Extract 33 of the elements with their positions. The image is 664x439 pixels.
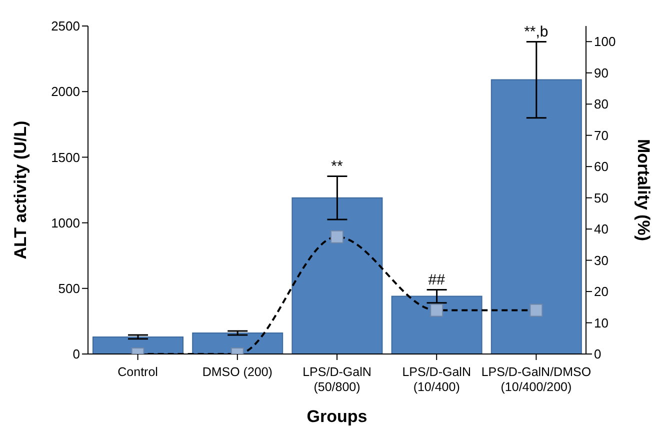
annotation: **,b [524, 24, 548, 41]
y-tick-label: 1000 [51, 215, 80, 230]
x-tick-label: Control [118, 365, 158, 379]
y2-axis-title: Mortality (%) [634, 139, 653, 241]
y2-tick-label: 20 [594, 284, 608, 300]
bar [490, 79, 582, 354]
y-tick-label: 500 [58, 281, 80, 296]
annotation: ** [331, 158, 343, 176]
y2-tick-label: 30 [594, 252, 608, 268]
y2-tick-label: 70 [594, 128, 608, 143]
bar [391, 296, 482, 354]
y2-tick-label: 60 [594, 159, 608, 174]
x-axis-title: Groups [306, 407, 368, 426]
y-tick-label: 2500 [51, 18, 80, 34]
y2-tick-label: 100 [594, 34, 616, 50]
y2-tick-label: 80 [594, 96, 608, 112]
y-tick-label: 1500 [51, 150, 80, 165]
y2-tick-label: 10 [594, 315, 608, 330]
y2-tick-label: 90 [594, 65, 608, 80]
y2-tick-label: 0 [594, 346, 602, 362]
y-tick-label: 2000 [51, 84, 80, 100]
y2-tick-label: 40 [594, 222, 608, 237]
annotation: ## [428, 272, 446, 289]
y-axis-title: ALT activity (U/L) [11, 120, 30, 260]
y-tick-label: 0 [72, 346, 80, 362]
x-tick-label: LPS/D-GalN (50/800) [302, 365, 372, 394]
bar [92, 336, 184, 354]
x-tick-label: LPS/D-GalN (10/400) [402, 365, 471, 394]
x-tick-label: LPS/D-GalN/DMSO (10/400/200) [481, 365, 592, 394]
x-tick-label: DMSO (200) [202, 365, 272, 379]
y2-tick-label: 50 [594, 190, 608, 206]
bar [192, 332, 284, 354]
bar [292, 197, 383, 354]
